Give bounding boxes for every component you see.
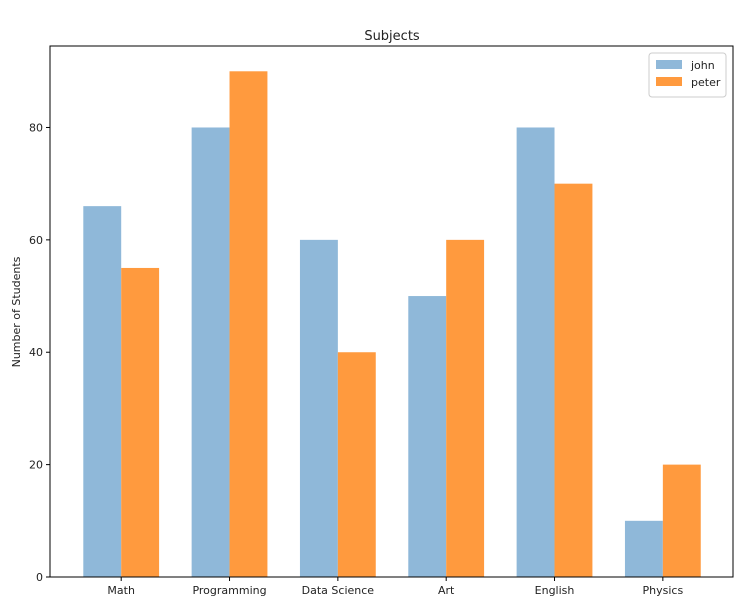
bar-john-math <box>83 206 122 577</box>
y-tick-label: 40 <box>29 346 43 359</box>
bar-peter-data-science <box>337 352 376 577</box>
x-tick-label: Math <box>107 584 135 597</box>
y-tick-label: 0 <box>36 571 43 584</box>
x-tick-label: Physics <box>643 584 684 597</box>
y-axis-label: Number of Students <box>10 256 23 367</box>
x-tick-label: Programming <box>192 584 266 597</box>
bar-john-english <box>516 127 555 577</box>
bar-peter-programming <box>229 71 268 577</box>
legend-label-john: john <box>690 59 715 72</box>
bar-john-programming <box>191 127 230 577</box>
legend-swatch-john <box>656 60 682 69</box>
bar-john-data-science <box>299 239 338 578</box>
plot-frame <box>49 45 734 578</box>
bar-peter-english <box>554 183 593 578</box>
bar-john-physics <box>624 520 663 577</box>
bar-peter-physics <box>662 464 701 577</box>
chart-title: Subjects <box>364 29 420 44</box>
legend: john peter <box>648 52 727 98</box>
bar-john-art <box>408 296 447 577</box>
x-tick-label: Art <box>438 584 455 597</box>
y-tick-label: 80 <box>29 121 43 134</box>
legend-label-peter: peter <box>691 76 721 89</box>
y-tick-label: 60 <box>29 234 43 247</box>
bar-peter-art <box>446 239 485 578</box>
axes-layer: Math Programming Data Science Art English Phy… <box>29 45 734 597</box>
bar-peter-math <box>121 267 160 577</box>
y-tick-label: 20 <box>29 459 43 472</box>
x-tick-label: Data Science <box>302 584 375 597</box>
legend-swatch-peter <box>656 77 682 86</box>
bars-layer <box>83 71 701 578</box>
x-tick-label: English <box>535 584 575 597</box>
